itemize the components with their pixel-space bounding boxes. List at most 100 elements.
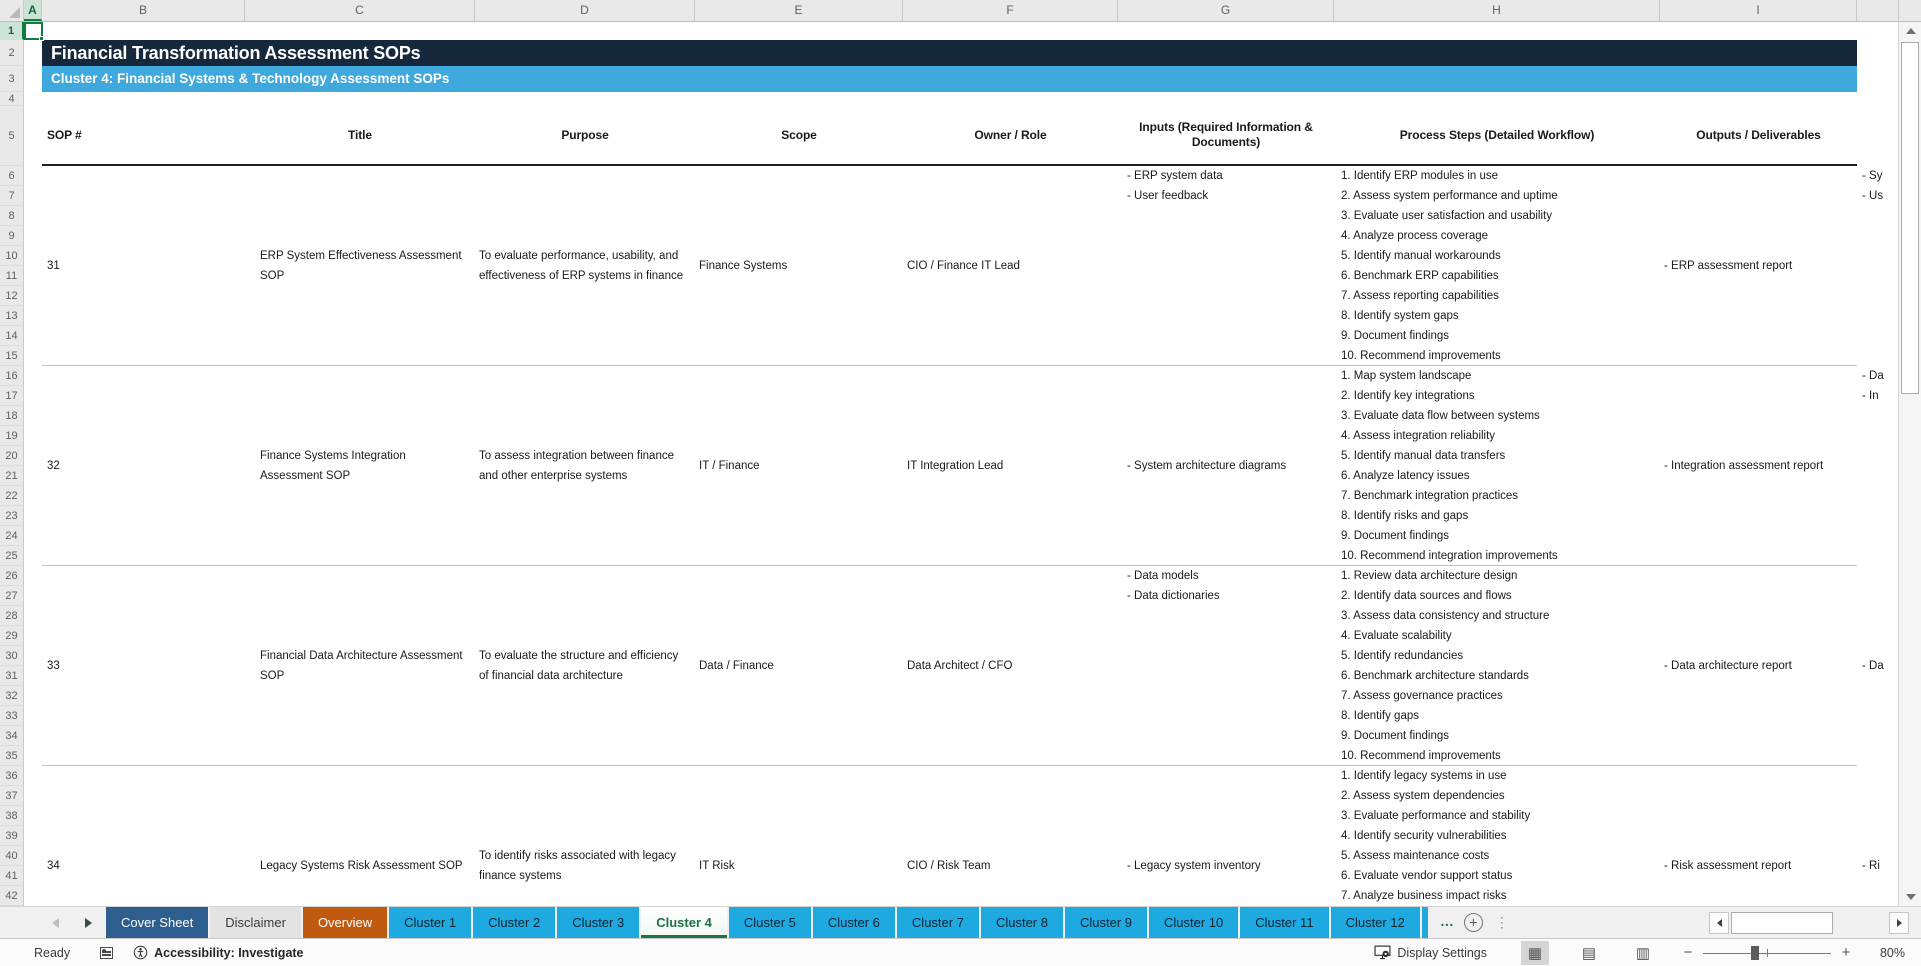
scroll-up-button[interactable] [1900, 22, 1921, 40]
accessibility-status[interactable]: Accessibility: Investigate [133, 945, 304, 960]
tab-cluster-12[interactable]: Cluster 12 [1330, 907, 1420, 938]
vertical-scrollbar-thumb[interactable] [1901, 42, 1919, 394]
fill-handle[interactable] [39, 36, 44, 41]
scroll-left-button[interactable] [1709, 912, 1729, 934]
outputs-cell[interactable]: - Integration assessment report [1660, 366, 1857, 566]
column-header-H[interactable]: H [1334, 0, 1660, 21]
column-header-G[interactable]: G [1118, 0, 1334, 21]
outputs-cell[interactable]: - Data architecture report [1660, 566, 1857, 766]
column-header-D[interactable]: D [475, 0, 695, 21]
scroll-down-button[interactable] [1900, 888, 1921, 906]
normal-view-button[interactable]: ▦ [1521, 940, 1549, 965]
title-cell[interactable]: ERP System Effectiveness Assessment SOP [245, 166, 475, 366]
tab-cluster-2[interactable]: Cluster 2 [473, 907, 556, 938]
column-header-I[interactable]: I [1660, 0, 1857, 21]
scope-cell[interactable]: IT Risk [695, 766, 903, 906]
tab-cluster-1[interactable]: Cluster 1 [389, 907, 472, 938]
row-header-14[interactable]: 14 [0, 326, 24, 346]
tab-cluster-3[interactable]: Cluster 3 [557, 907, 640, 938]
inputs-cell[interactable]: - Data models - Data dictionaries [1118, 566, 1334, 766]
row-header-32[interactable]: 32 [0, 686, 24, 706]
steps-cell[interactable]: 1. Identify ERP modules in use 2. Assess … [1334, 166, 1660, 366]
tabs-scroll-left-icon[interactable] [52, 917, 59, 928]
page-layout-view-button[interactable]: ▤ [1575, 941, 1603, 965]
column-header-A[interactable]: A [24, 0, 42, 21]
zoom-slider-thumb[interactable] [1751, 945, 1759, 960]
horizontal-scrollbar[interactable] [1709, 912, 1909, 934]
row-header-21[interactable]: 21 [0, 466, 24, 486]
horizontal-scrollbar-thumb[interactable] [1731, 912, 1833, 934]
tab-cluster-11[interactable]: Cluster 11 [1240, 907, 1329, 938]
row-header-1[interactable]: 1 [0, 22, 24, 40]
row-header-13[interactable]: 13 [0, 306, 24, 326]
row-header-26[interactable]: 26 [0, 566, 24, 586]
scope-cell[interactable]: Finance Systems [695, 166, 903, 366]
next_column_clipped-cell[interactable]: - Sy - Us [1857, 166, 1898, 366]
row-header-25[interactable]: 25 [0, 546, 24, 566]
tab-cluster-9[interactable]: Cluster 9 [1064, 907, 1148, 938]
tab-disclaimer[interactable]: Disclaimer [210, 907, 301, 938]
row-header-36[interactable]: 36 [0, 766, 24, 786]
zoom-out-button[interactable]: − [1683, 944, 1693, 961]
scope-cell[interactable]: Data / Finance [695, 566, 903, 766]
steps-cell[interactable]: 1. Map system landscape 2. Identify key i… [1334, 366, 1660, 566]
owner-cell[interactable]: CIO / Risk Team [903, 766, 1118, 906]
title-cell[interactable]: Finance Systems Integration Assessment S… [245, 366, 475, 566]
select-all-corner[interactable] [0, 0, 24, 21]
row-header-20[interactable]: 20 [0, 446, 24, 466]
next_column_clipped-cell[interactable]: - Da - In [1857, 366, 1898, 566]
tab-overview[interactable]: Overview [302, 907, 388, 938]
row-header-12[interactable]: 12 [0, 286, 24, 306]
cluster-subtitle-cell[interactable]: Cluster 4: Financial Systems & Technolog… [42, 66, 1857, 92]
owner-cell[interactable]: Data Architect / CFO [903, 566, 1118, 766]
column-header-F[interactable]: F [903, 0, 1118, 21]
steps-cell[interactable]: 1. Review data architecture design 2. Ide… [1334, 566, 1660, 766]
row-header-18[interactable]: 18 [0, 406, 24, 426]
title-cell[interactable]: Financial Data Architecture Assessment S… [245, 566, 475, 766]
zoom-level-label[interactable]: 80% [1879, 945, 1905, 960]
outputs-cell[interactable]: - Risk assessment report [1660, 766, 1857, 906]
tab-cluster-4[interactable]: Cluster 4 [641, 907, 727, 938]
scroll-right-button[interactable] [1889, 912, 1909, 934]
inputs-cell[interactable]: - System architecture diagrams [1118, 366, 1334, 566]
tab-cluster-6[interactable]: Cluster 6 [812, 907, 895, 938]
inputs-cell[interactable]: - ERP system data - User feedback [1118, 166, 1334, 366]
row-header-33[interactable]: 33 [0, 706, 24, 726]
display-settings-button[interactable]: Display Settings [1374, 945, 1487, 960]
row-header-16[interactable]: 16 [0, 366, 24, 386]
tabs-scroll-right-icon[interactable] [85, 917, 92, 928]
row-header-40[interactable]: 40 [0, 846, 24, 866]
steps-cell[interactable]: 1. Identify legacy systems in use 2. Asse… [1334, 766, 1660, 906]
owner-cell[interactable]: CIO / Finance IT Lead [903, 166, 1118, 366]
row-header-9[interactable]: 9 [0, 226, 24, 246]
horizontal-scrollbar-track[interactable] [1729, 912, 1889, 934]
sheet-tab-clipped[interactable] [1421, 907, 1428, 938]
row-header-5[interactable]: 5 [0, 106, 24, 166]
more-sheets-ellipsis[interactable]: … [1439, 912, 1454, 929]
sheet-area[interactable]: Financial Transformation Assessment SOPs… [24, 22, 1898, 906]
row-header-17[interactable]: 17 [0, 386, 24, 406]
next_column_clipped-cell[interactable]: - Da [1857, 566, 1898, 766]
row-header-3[interactable]: 3 [0, 66, 24, 92]
tab-cluster-7[interactable]: Cluster 7 [896, 907, 979, 938]
row-header-37[interactable]: 37 [0, 786, 24, 806]
new-sheet-button[interactable]: + [1463, 913, 1483, 932]
purpose-cell[interactable]: To evaluate the structure and efficiency… [475, 566, 695, 766]
scope-cell[interactable]: IT / Finance [695, 366, 903, 566]
sop-cell[interactable]: 33 [42, 566, 245, 766]
row-header-7[interactable]: 7 [0, 186, 24, 206]
row-header-27[interactable]: 27 [0, 586, 24, 606]
row-header-38[interactable]: 38 [0, 806, 24, 826]
row-header-41[interactable]: 41 [0, 866, 24, 886]
row-header-34[interactable]: 34 [0, 726, 24, 746]
tab-options-icon[interactable]: ⋮ [1494, 914, 1509, 930]
row-header-39[interactable]: 39 [0, 826, 24, 846]
row-header-24[interactable]: 24 [0, 526, 24, 546]
row-header-15[interactable]: 15 [0, 346, 24, 366]
purpose-cell[interactable]: To identify risks associated with legacy… [475, 766, 695, 906]
purpose-cell[interactable]: To assess integration between finance an… [475, 366, 695, 566]
sop-cell[interactable]: 32 [42, 366, 245, 566]
sop-cell[interactable]: 31 [42, 166, 245, 366]
row-header-8[interactable]: 8 [0, 206, 24, 226]
macro-record-icon[interactable] [100, 946, 114, 959]
